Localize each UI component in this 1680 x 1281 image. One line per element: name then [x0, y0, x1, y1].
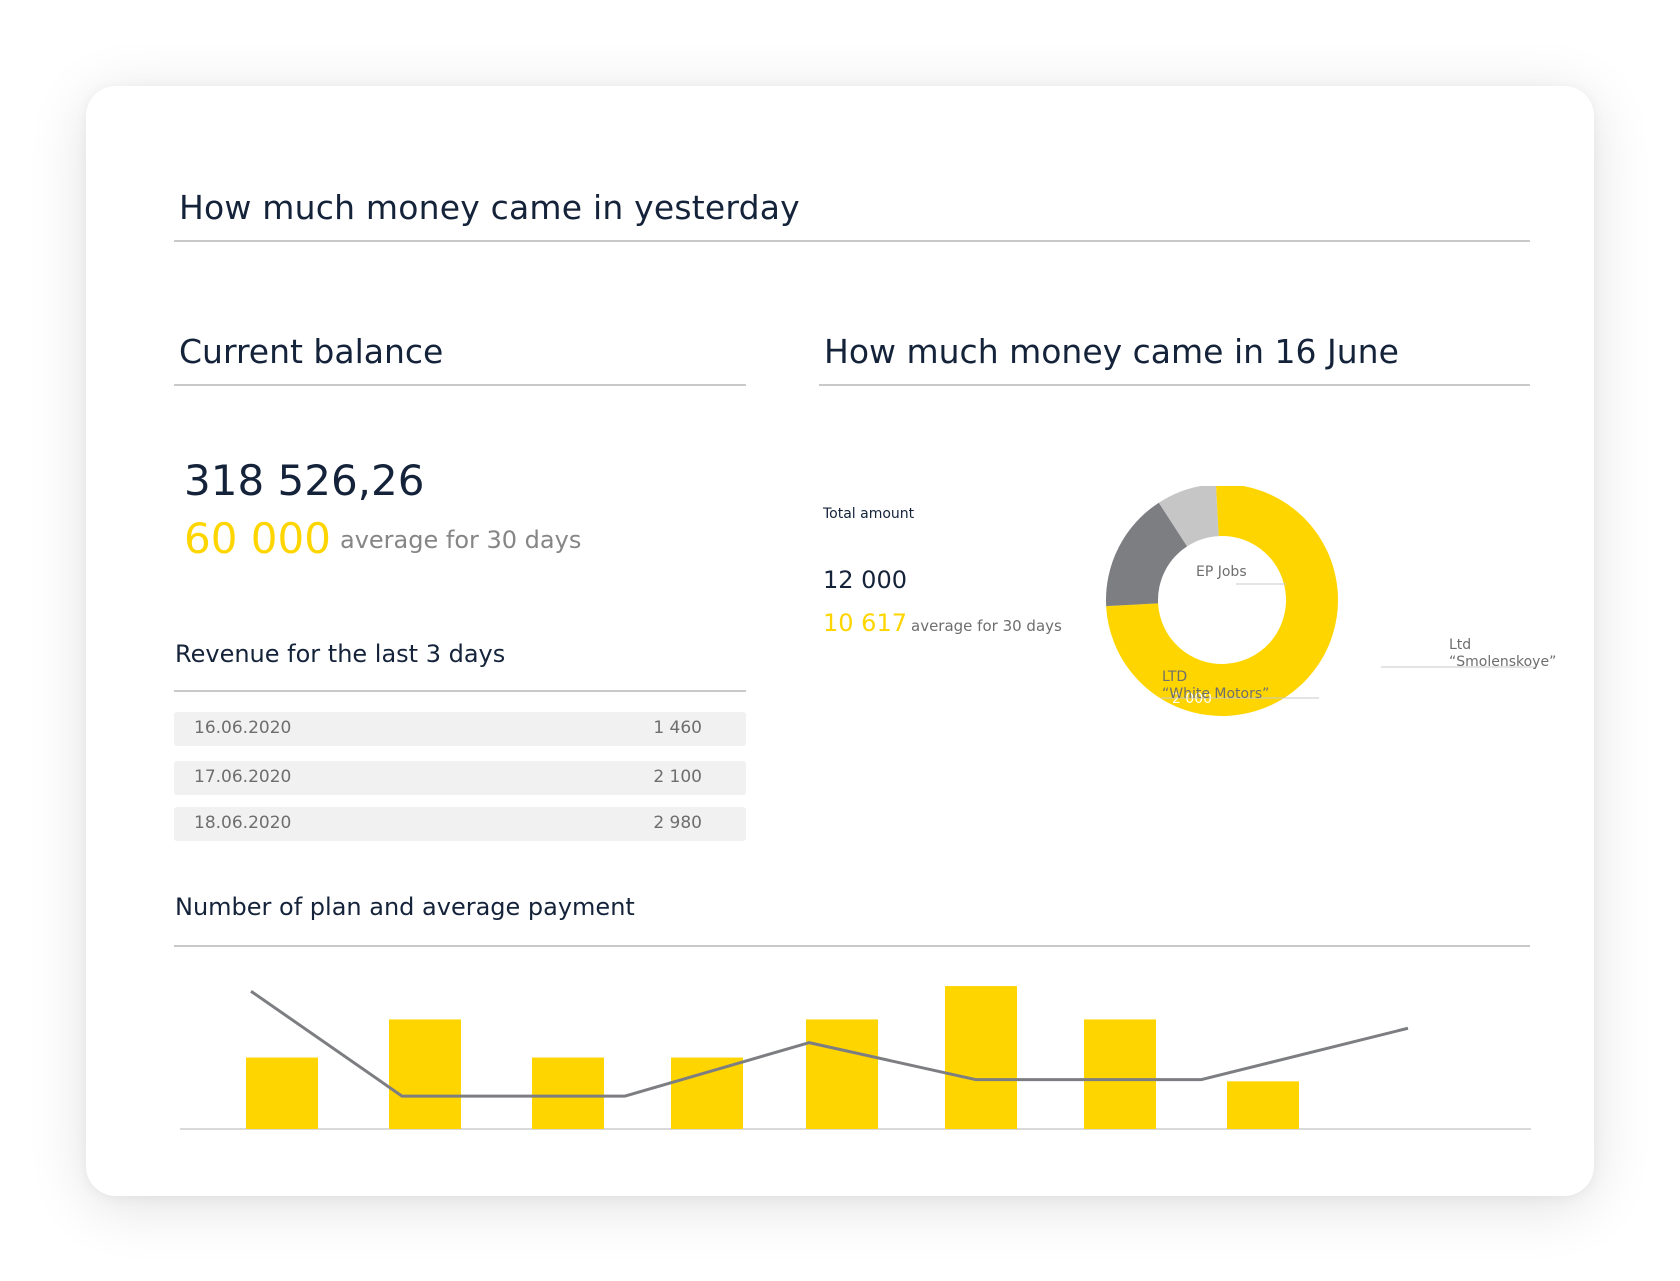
plan-bar	[1084, 1019, 1156, 1129]
donut-category-label: Ltd	[1449, 637, 1471, 653]
donut-slice	[1158, 486, 1219, 547]
plan-bar	[389, 1019, 461, 1129]
revenue-row-date: 17.06.2020	[194, 767, 292, 787]
balance-divider	[174, 384, 746, 386]
average-payment-line	[250, 990, 1409, 1098]
balance-amount: 318 526,26	[184, 456, 425, 505]
june-title: How much money came in 16 June	[824, 332, 1399, 371]
revenue-row-value: 2 980	[653, 813, 702, 833]
plan-bar	[532, 1057, 604, 1129]
title-divider	[174, 240, 1530, 242]
revenue-row: 17.06.2020 2 100	[174, 761, 746, 795]
june-average-label: average for 30 days	[911, 617, 1062, 635]
june-average-value: 10 617	[823, 609, 907, 637]
revenue-divider	[174, 690, 746, 692]
plan-divider	[174, 945, 1530, 947]
plan-bar	[246, 1057, 318, 1129]
total-amount-label: Total amount	[823, 506, 915, 522]
donut-slice	[1106, 502, 1188, 607]
total-amount-value: 12 000	[823, 566, 907, 594]
plan-chart	[180, 986, 1531, 1130]
plan-bar	[945, 986, 1017, 1129]
plan-title: Number of plan and average payment	[175, 893, 635, 921]
revenue-row-date: 18.06.2020	[194, 813, 292, 833]
donut-category-label: “White Motors”	[1162, 686, 1269, 702]
revenue-row: 16.06.2020 1 460	[174, 712, 746, 746]
balance-average-value: 60 000	[184, 514, 331, 563]
donut-value-label: 9 000	[1348, 677, 1388, 693]
donut-value-label: 1 000	[1194, 594, 1234, 610]
donut-category-label: “Smolenskoye”	[1449, 654, 1556, 670]
plan-bar	[1227, 1081, 1299, 1129]
revenue-row-value: 2 100	[653, 767, 702, 787]
donut-slice	[1106, 486, 1338, 716]
dashboard-card: How much money came in yesterday Current…	[86, 86, 1594, 1196]
plan-bar	[806, 1019, 878, 1129]
revenue-row-date: 16.06.2020	[194, 718, 292, 738]
balance-title: Current balance	[179, 332, 444, 371]
revenue-row: 18.06.2020 2 980	[174, 807, 746, 841]
balance-average-label: average for 30 days	[340, 526, 582, 554]
revenue-row-value: 1 460	[653, 718, 702, 738]
donut-category-label: EP Jobs	[1196, 564, 1247, 580]
june-divider	[819, 384, 1530, 386]
plan-bar	[671, 1057, 743, 1129]
donut-chart: 9 000 2 000 1 000 Ltd“Smolenskoye” LTD“White…	[1106, 486, 1556, 716]
page-title: How much money came in yesterday	[179, 188, 800, 227]
donut-category-label: LTD	[1162, 669, 1187, 685]
donut-value-label: 2 000	[1172, 691, 1212, 707]
revenue-title: Revenue for the last 3 days	[175, 640, 506, 668]
